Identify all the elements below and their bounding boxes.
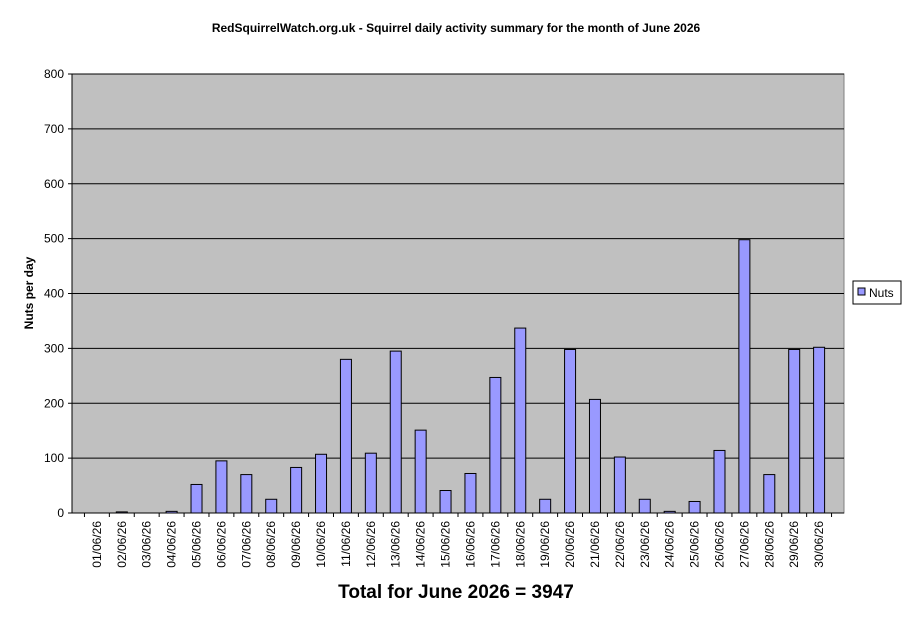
y-tick-label: 0 bbox=[57, 506, 64, 520]
bar-08-06-26 bbox=[265, 498, 278, 514]
x-tick-label: 09/06/26 bbox=[289, 521, 303, 568]
x-tick-label: 19/06/26 bbox=[538, 521, 552, 568]
x-tick-label: 06/06/26 bbox=[214, 521, 228, 568]
x-tick-label: 16/06/26 bbox=[463, 521, 477, 568]
bar-30-06-26 bbox=[813, 346, 826, 514]
bar-23-06-26 bbox=[638, 498, 651, 514]
x-tick-label: 08/06/26 bbox=[264, 521, 278, 568]
x-tick-label: 22/06/26 bbox=[613, 521, 627, 568]
bar-18-06-26 bbox=[514, 327, 527, 514]
y-tick-label: 300 bbox=[44, 341, 64, 355]
chart-title: RedSquirrelWatch.org.uk - Squirrel daily… bbox=[212, 21, 701, 35]
bar-15-06-26 bbox=[439, 490, 452, 514]
bar-10-06-26 bbox=[315, 453, 328, 514]
bar-19-06-26 bbox=[539, 498, 552, 514]
x-tick-label: 14/06/26 bbox=[414, 521, 428, 568]
y-tick-label: 500 bbox=[44, 232, 64, 246]
bar-27-06-26 bbox=[738, 239, 751, 514]
bar-14-06-26 bbox=[414, 429, 427, 514]
total-summary: Total for June 2026 = 3947 bbox=[338, 582, 574, 603]
bar-06-06-26 bbox=[215, 460, 228, 514]
bar-29-06-26 bbox=[788, 348, 801, 514]
x-tick-label: 05/06/26 bbox=[190, 521, 204, 568]
legend-label-nuts: Nuts bbox=[869, 286, 894, 300]
y-tick-label: 100 bbox=[44, 451, 64, 465]
x-tick-label: 03/06/26 bbox=[140, 521, 154, 568]
x-tick-label: 26/06/26 bbox=[712, 521, 726, 568]
bar-11-06-26 bbox=[339, 358, 352, 514]
x-tick-label: 30/06/26 bbox=[812, 521, 826, 568]
x-tick-label: 04/06/26 bbox=[165, 521, 179, 568]
bar-09-06-26 bbox=[290, 466, 303, 514]
bar-25-06-26 bbox=[688, 500, 701, 514]
bar-21-06-26 bbox=[588, 398, 601, 514]
y-tick-label: 400 bbox=[44, 287, 64, 301]
legend: Nuts bbox=[852, 280, 902, 305]
bar-07-06-26 bbox=[240, 474, 253, 514]
x-tick-label: 24/06/26 bbox=[663, 521, 677, 568]
x-tick-label: 15/06/26 bbox=[439, 521, 453, 568]
x-tick-label: 12/06/26 bbox=[364, 521, 378, 568]
x-tick-label: 17/06/26 bbox=[488, 521, 502, 568]
y-tick-label: 200 bbox=[44, 396, 64, 410]
x-tick-label: 01/06/26 bbox=[90, 521, 104, 568]
x-tick-label: 20/06/26 bbox=[563, 521, 577, 568]
legend-swatch-nuts bbox=[857, 287, 866, 296]
x-tick-label: 13/06/26 bbox=[389, 521, 403, 568]
x-tick-label: 02/06/26 bbox=[115, 521, 129, 568]
x-tick-label: 10/06/26 bbox=[314, 521, 328, 568]
x-tick-label: 11/06/26 bbox=[339, 521, 353, 567]
legend-box bbox=[852, 280, 902, 305]
bar-12-06-26 bbox=[364, 452, 377, 514]
bar-16-06-26 bbox=[464, 472, 477, 514]
x-tick-label: 07/06/26 bbox=[239, 521, 253, 568]
x-tick-label: 25/06/26 bbox=[688, 521, 702, 568]
x-axis-ticks: 01/06/26 02/06/26 03/06/26 04/06/26 05/06/26… bbox=[83, 513, 833, 568]
bar-26-06-26 bbox=[713, 449, 726, 514]
bar-28-06-26 bbox=[763, 474, 776, 514]
bar-17-06-26 bbox=[489, 376, 502, 514]
y-tick-label: 800 bbox=[44, 67, 64, 81]
x-tick-label: 28/06/26 bbox=[762, 521, 776, 568]
bar-20-06-26 bbox=[564, 348, 577, 514]
x-tick-label: 21/06/26 bbox=[588, 521, 602, 568]
x-tick-label: 18/06/26 bbox=[513, 521, 527, 568]
y-tick-label: 600 bbox=[44, 177, 64, 191]
x-tick-label: 29/06/26 bbox=[787, 521, 801, 568]
x-tick-label: 27/06/26 bbox=[737, 521, 751, 568]
y-tick-label: 700 bbox=[44, 122, 64, 136]
bar-22-06-26 bbox=[613, 456, 626, 514]
bar-05-06-26 bbox=[190, 483, 203, 514]
y-axis-label: Nuts per day bbox=[22, 256, 36, 329]
x-tick-label: 23/06/26 bbox=[638, 521, 652, 568]
y-axis-ticks: 0 100 200 300 400 500 600 700 800 bbox=[44, 67, 72, 520]
bar-13-06-26 bbox=[389, 350, 402, 514]
